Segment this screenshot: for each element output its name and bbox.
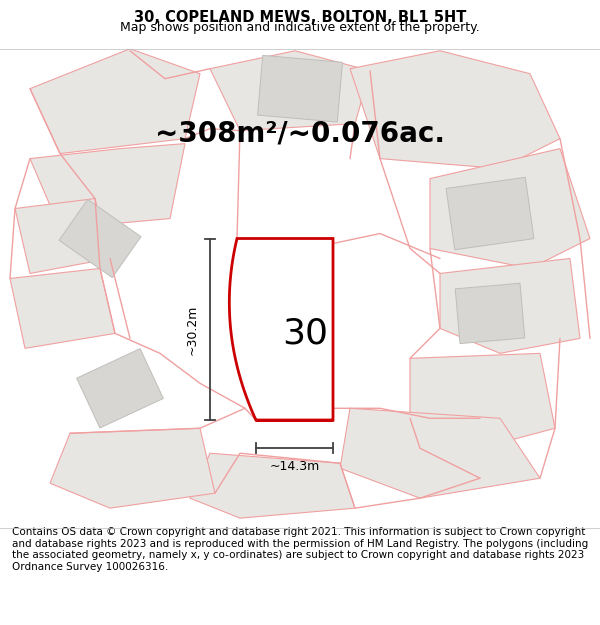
Text: ~30.2m: ~30.2m [185,304,199,354]
Polygon shape [210,51,370,131]
Text: ~308m²/~0.076ac.: ~308m²/~0.076ac. [155,119,445,148]
Polygon shape [455,283,525,344]
Polygon shape [340,408,540,498]
Polygon shape [30,144,185,229]
Polygon shape [59,199,141,278]
Polygon shape [430,149,590,269]
Polygon shape [77,349,163,428]
Polygon shape [260,301,330,366]
Text: ~14.3m: ~14.3m [269,460,320,472]
Polygon shape [50,428,215,508]
Text: Contains OS data © Crown copyright and database right 2021. This information is : Contains OS data © Crown copyright and d… [12,527,588,572]
Polygon shape [10,269,115,348]
Polygon shape [229,239,333,420]
Polygon shape [190,453,355,518]
Polygon shape [446,177,534,250]
Text: Map shows position and indicative extent of the property.: Map shows position and indicative extent… [120,21,480,34]
Polygon shape [410,353,555,448]
Polygon shape [15,199,110,274]
Text: 30, COPELAND MEWS, BOLTON, BL1 5HT: 30, COPELAND MEWS, BOLTON, BL1 5HT [134,10,466,25]
Polygon shape [30,49,200,154]
Polygon shape [350,51,560,169]
Text: 30: 30 [282,316,328,351]
Polygon shape [440,259,580,353]
Polygon shape [257,56,343,122]
